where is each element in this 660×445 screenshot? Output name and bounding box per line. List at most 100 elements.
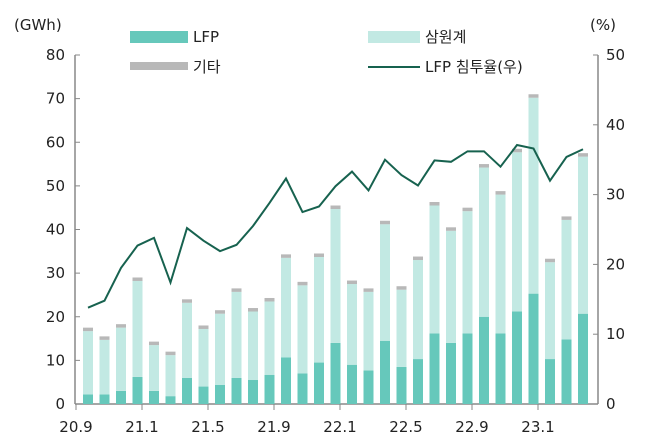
bar-ncm: [347, 284, 357, 365]
bar-ncm: [330, 208, 341, 343]
bar-other: [363, 288, 374, 292]
left-tick-label: 40: [46, 221, 65, 239]
bar-ncm: [561, 219, 572, 340]
legend-swatch-other: [130, 62, 188, 70]
bar-ncm: [165, 355, 176, 397]
bar-other: [578, 153, 588, 157]
x-tick-label: 20.9: [59, 418, 92, 436]
legend-label-ncm: 삼원계: [425, 28, 466, 46]
left-tick-label: 30: [46, 264, 65, 282]
bar-lfp: [495, 333, 506, 404]
bar-other: [462, 207, 473, 212]
bar-other: [479, 164, 489, 168]
right-tick-label: 50: [606, 46, 625, 64]
bar-other: [149, 341, 159, 346]
x-tick-label: 23.1: [521, 418, 554, 436]
bar-lfp: [363, 370, 374, 404]
bar-lfp: [149, 390, 159, 404]
bar-other: [314, 253, 324, 257]
left-tick-label: 0: [55, 395, 65, 413]
left-axis-unit: (GWh): [14, 16, 62, 34]
bar-lfp: [264, 374, 275, 404]
bar-other: [495, 191, 506, 195]
bar-ncm: [446, 230, 456, 343]
bar-lfp: [561, 339, 572, 404]
line-lfp-share: [87, 143, 584, 309]
bar-other: [413, 256, 423, 261]
left-tick-label: 60: [46, 133, 65, 151]
bar-lfp: [248, 380, 258, 404]
bar-ncm: [578, 156, 588, 314]
bar-lfp: [462, 333, 473, 404]
bar-ncm: [231, 291, 242, 378]
bar-other: [281, 254, 291, 258]
bar-other: [248, 308, 258, 312]
bar-lfp: [429, 333, 440, 404]
x-tick-label: 22.1: [323, 418, 356, 436]
legend-label-lfp: LFP: [193, 28, 219, 46]
bar-other: [330, 205, 341, 209]
bar-lfp: [479, 316, 489, 404]
bar-other: [116, 324, 126, 328]
bar-lfp: [83, 394, 93, 404]
bar-other: [215, 310, 225, 314]
bar-lfp: [231, 377, 242, 404]
bar-ncm: [182, 302, 192, 378]
bar-ncm: [363, 291, 374, 371]
x-tick-label: 21.1: [125, 418, 158, 436]
bar-other: [165, 351, 176, 356]
right-tick-label: 30: [606, 186, 625, 204]
bar-ncm: [495, 194, 506, 334]
bar-ncm: [215, 313, 225, 385]
right-tick-label: 40: [606, 116, 625, 134]
bar-ncm: [479, 167, 489, 317]
bar-ncm: [116, 327, 126, 391]
bar-lfp: [116, 390, 126, 404]
bar-other: [396, 286, 407, 290]
bar-lfp: [347, 364, 357, 404]
bar-ncm: [413, 260, 423, 360]
bar-ncm: [248, 311, 258, 381]
bar-ncm: [132, 280, 143, 377]
bar-lfp: [198, 386, 209, 404]
bar-other: [198, 325, 209, 329]
bar-ncm: [281, 257, 291, 358]
bar-other: [83, 327, 93, 332]
bar-lfp: [578, 313, 588, 404]
bar-lfp: [99, 394, 110, 404]
bar-lfp: [297, 373, 308, 404]
bar-ncm: [264, 301, 275, 375]
bar-lfp: [396, 366, 407, 404]
bar-other: [528, 94, 539, 98]
left-tick-label: 70: [46, 90, 65, 108]
left-tick-label: 80: [46, 46, 65, 64]
bar-ncm: [99, 339, 110, 395]
bar-ncm: [380, 224, 390, 341]
bar-other: [182, 299, 192, 303]
legend-swatch-lfp: [130, 31, 188, 43]
bar-other: [545, 258, 555, 263]
bar-lfp: [132, 376, 143, 404]
bar-lfp: [446, 342, 456, 404]
bar-lfp: [165, 396, 176, 404]
bar-lfp: [512, 311, 522, 404]
bar-ncm: [528, 97, 539, 294]
bar-lfp: [182, 377, 192, 404]
x-tick-label: 22.9: [455, 418, 488, 436]
bar-ncm: [198, 328, 209, 387]
bar-lfp: [330, 342, 341, 404]
bar-lfp: [413, 359, 423, 404]
bar-lfp: [528, 293, 539, 404]
bar-other: [429, 202, 440, 206]
bar-ncm: [149, 345, 159, 391]
legend-label-share: LFP 침투율(우): [425, 58, 523, 76]
bar-ncm: [429, 205, 440, 334]
right-tick-label: 10: [606, 325, 625, 343]
legend-label-other: 기타: [193, 58, 221, 76]
bar-other: [446, 227, 456, 231]
bar-other: [264, 297, 275, 302]
bar-other: [561, 216, 572, 220]
bar-other: [297, 281, 308, 286]
bar-ncm: [83, 331, 93, 395]
